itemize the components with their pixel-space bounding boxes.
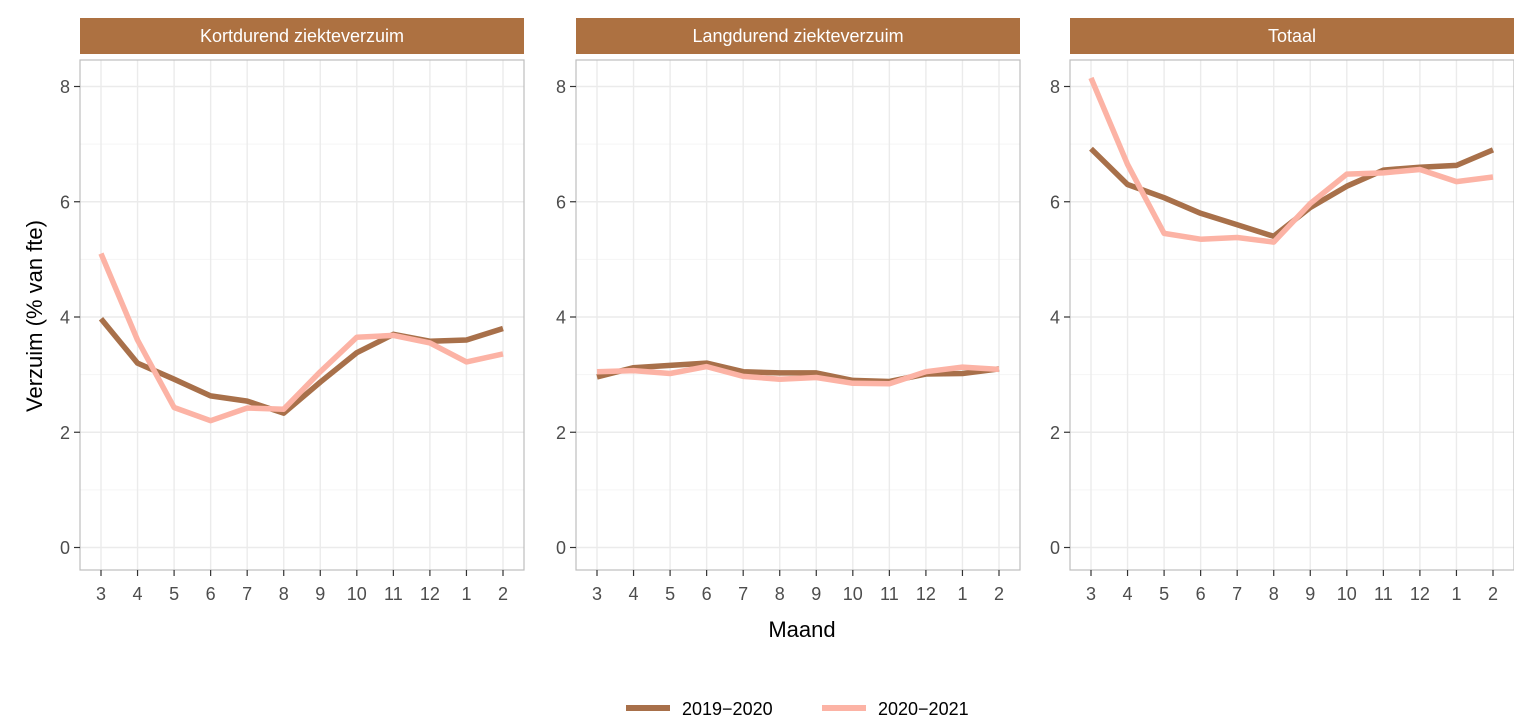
panel-background: [1070, 60, 1514, 570]
series-line-2019-2020: [98, 316, 504, 416]
y-tick-label: 8: [60, 77, 70, 97]
x-tick-label: 3: [96, 584, 106, 604]
x-tick-label: 9: [811, 584, 821, 604]
x-tick-label: 8: [279, 584, 289, 604]
panel-title: Kortdurend ziekteverzuim: [200, 26, 404, 46]
x-tick-label: 4: [629, 584, 639, 604]
x-tick-label: 7: [242, 584, 252, 604]
y-tick-label: 2: [1050, 423, 1060, 443]
x-tick-label: 7: [1232, 584, 1242, 604]
x-tick-label: 1: [1451, 584, 1461, 604]
y-tick-label: 4: [60, 308, 70, 328]
x-tick-label: 2: [994, 584, 1004, 604]
x-tick-label: 11: [384, 584, 403, 604]
x-tick-label: 8: [1269, 584, 1279, 604]
x-tick-label: 12: [420, 584, 440, 604]
x-tick-label: 6: [702, 584, 712, 604]
y-tick-label: 0: [556, 538, 566, 558]
series-line-2020-2021: [1088, 76, 1494, 245]
x-tick-label: 9: [1305, 584, 1315, 604]
x-tick-label: 7: [738, 584, 748, 604]
x-tick-label: 12: [916, 584, 936, 604]
x-tick-label: 8: [775, 584, 785, 604]
y-tick-label: 2: [556, 423, 566, 443]
series-line-2019-2020: [596, 360, 1000, 385]
legend-label-2019-2020: 2019−2020: [682, 699, 773, 719]
panel-background: [576, 60, 1020, 570]
x-tick-label: 1: [461, 584, 471, 604]
panel-background: [80, 60, 524, 570]
y-axis-title: Verzuim (% van fte): [22, 220, 47, 412]
x-tick-label: 5: [1159, 584, 1169, 604]
x-tick-label: 2: [498, 584, 508, 604]
x-tick-label: 1: [957, 584, 967, 604]
x-tick-label: 9: [315, 584, 325, 604]
x-tick-label: 10: [843, 584, 863, 604]
panel-border: [1069, 59, 1514, 571]
panel-border: [79, 59, 525, 571]
panel-title: Totaal: [1268, 26, 1316, 46]
y-tick-label: 4: [556, 308, 566, 328]
x-tick-label: 4: [1123, 584, 1133, 604]
x-tick-label: 6: [206, 584, 216, 604]
panel-strip: [1070, 18, 1514, 54]
x-tick-label: 5: [665, 584, 675, 604]
x-axis-title: Maand: [768, 617, 835, 642]
x-tick-label: 6: [1196, 584, 1206, 604]
y-tick-label: 0: [1050, 538, 1060, 558]
x-tick-label: 2: [1488, 584, 1498, 604]
series-line-2020-2021: [98, 252, 504, 424]
panel-title: Langdurend ziekteverzuim: [692, 26, 903, 46]
x-tick-label: 11: [880, 584, 899, 604]
x-tick-label: 5: [169, 584, 179, 604]
x-tick-label: 12: [1410, 584, 1430, 604]
panel-border: [575, 59, 1021, 571]
x-tick-label: 10: [1337, 584, 1357, 604]
y-tick-label: 8: [556, 77, 566, 97]
panel-strip: [576, 18, 1020, 54]
y-tick-label: 2: [60, 423, 70, 443]
x-tick-label: 3: [1086, 584, 1096, 604]
y-tick-label: 6: [60, 192, 70, 212]
panel-strip: [80, 18, 524, 54]
series-line-2020-2021: [596, 363, 1000, 387]
y-tick-label: 6: [556, 192, 566, 212]
x-tick-label: 11: [1374, 584, 1393, 604]
x-tick-label: 3: [592, 584, 602, 604]
legend-label-2020-2021: 2020−2021: [878, 699, 969, 719]
x-tick-label: 10: [347, 584, 367, 604]
y-tick-label: 8: [1050, 77, 1060, 97]
x-tick-label: 4: [133, 584, 143, 604]
legend: 2019−2020 2020−2021: [626, 699, 969, 719]
y-tick-label: 4: [1050, 308, 1060, 328]
y-tick-label: 0: [60, 538, 70, 558]
y-tick-label: 6: [1050, 192, 1060, 212]
